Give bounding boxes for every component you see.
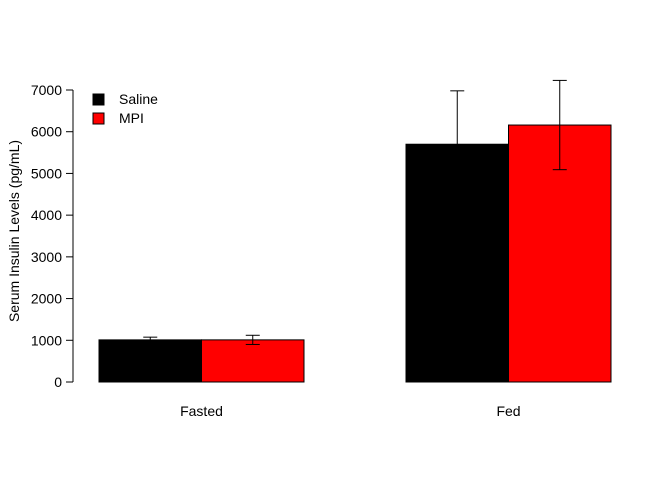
y-tick-label: 0 <box>54 374 62 390</box>
x-tick-label: Fasted <box>180 403 223 419</box>
error-bar-fed-saline <box>450 90 465 199</box>
legend-label: Saline <box>119 91 158 107</box>
y-tick-label: 6000 <box>31 124 62 140</box>
y-axis-label: Serum Insulin Levels (pg/mL) <box>6 140 22 322</box>
y-tick-label: 4000 <box>31 207 62 223</box>
error-bar-fasted-mpi <box>245 334 260 345</box>
y-tick-label: 2000 <box>31 291 62 307</box>
y-tick-label: 7000 <box>31 82 62 98</box>
legend-item-mpi: MPI <box>92 110 144 126</box>
error-bar-fasted-saline <box>143 336 158 344</box>
legend-swatch <box>92 93 105 106</box>
y-tick-label: 5000 <box>31 165 62 181</box>
legend-swatch <box>92 112 105 125</box>
x-tick-label: Fed <box>496 403 520 419</box>
y-tick-label: 1000 <box>31 332 62 348</box>
error-bars <box>143 79 567 345</box>
x-tick-labels: Fasted Fed <box>180 403 520 419</box>
legend-item-saline: Saline <box>92 91 158 107</box>
bar-fasted-saline <box>98 339 202 383</box>
y-tick-label: 3000 <box>31 249 62 265</box>
legend-label: MPI <box>119 110 144 126</box>
bars <box>98 124 612 383</box>
error-bar-fed-mpi <box>552 79 567 171</box>
y-axis: 0 1000 2000 3000 4000 5000 6000 7000 <box>31 82 74 390</box>
legend: Saline MPI <box>92 91 158 126</box>
bar-fasted-mpi <box>201 339 305 383</box>
